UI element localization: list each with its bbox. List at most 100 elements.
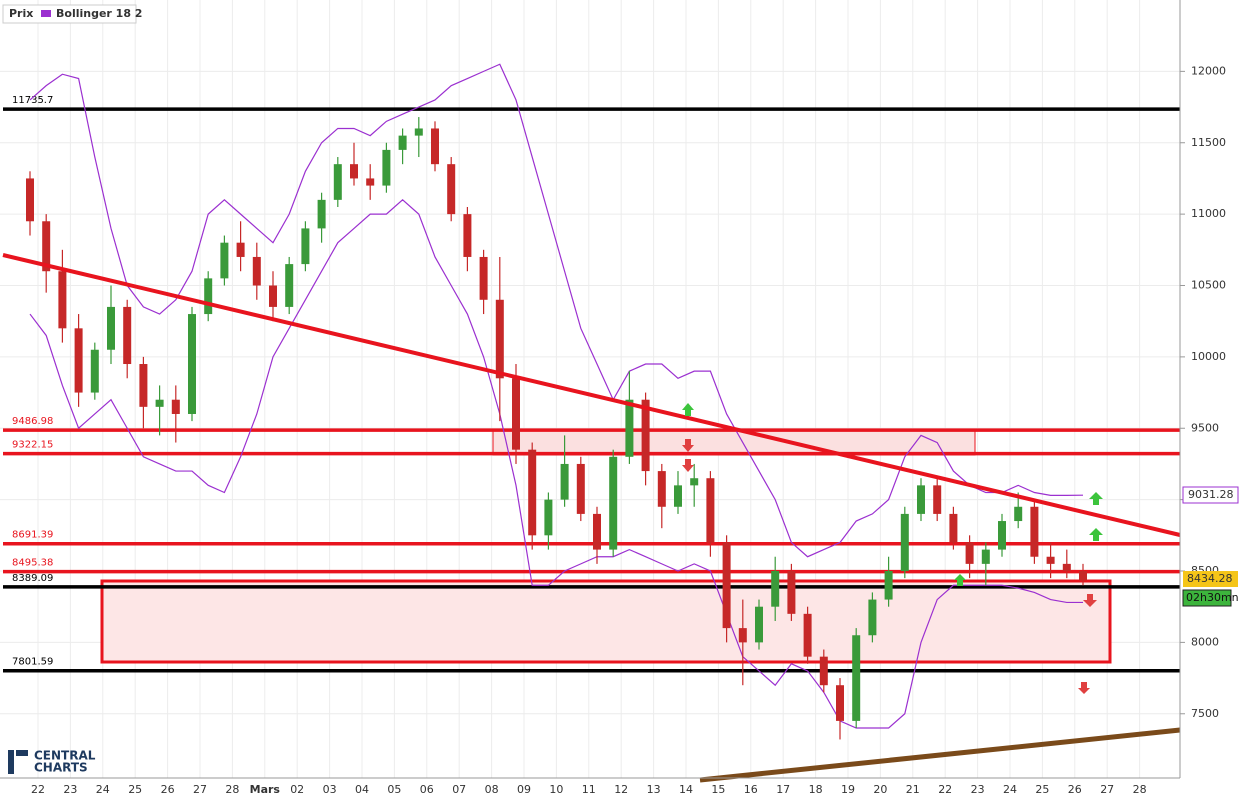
y-tick-label: 9500 xyxy=(1191,421,1219,434)
candle-body xyxy=(188,314,196,414)
candle-body xyxy=(836,685,844,721)
x-tick-label: 02 xyxy=(290,783,304,796)
arrow-down xyxy=(682,459,694,472)
price-tag xyxy=(1182,486,1239,504)
x-tick-label: 20 xyxy=(873,783,887,796)
candle-body xyxy=(803,613,812,657)
x-tick-label: 08 xyxy=(485,783,499,796)
candle-body xyxy=(593,513,601,550)
candle-body xyxy=(123,306,132,365)
candle-body xyxy=(26,178,34,222)
candle-body xyxy=(965,542,974,564)
level-label: 8691.39 xyxy=(12,530,53,541)
x-tick-label: 04 xyxy=(355,783,369,796)
zone xyxy=(100,579,1112,664)
candle-body xyxy=(690,478,699,486)
candle-body xyxy=(317,199,326,229)
arrow-up xyxy=(682,403,694,416)
level-label: 11735.7 xyxy=(12,95,53,106)
logo-mark xyxy=(8,750,14,774)
arrow-up xyxy=(954,574,966,586)
x-tick-label: 14 xyxy=(679,783,693,796)
candle-body xyxy=(576,463,585,514)
candle-body xyxy=(74,328,83,393)
candle-body xyxy=(560,463,569,500)
logo-text: CHARTS xyxy=(34,761,88,775)
candle-body xyxy=(819,656,828,686)
arrow-down xyxy=(682,439,694,452)
x-tick-label: 22 xyxy=(938,783,952,796)
y-tick-label: 12000 xyxy=(1191,64,1226,77)
x-tick-label: 19 xyxy=(841,783,855,796)
x-tick-label: 09 xyxy=(517,783,531,796)
candle-body xyxy=(706,478,715,543)
x-tick-label: 27 xyxy=(1100,783,1114,796)
legend-box xyxy=(2,4,137,24)
legend: Prix Bollinger 18 2 xyxy=(2,4,142,24)
x-tick-label: 10 xyxy=(549,783,563,796)
x-tick-label: 03 xyxy=(323,783,337,796)
candle-body xyxy=(58,271,67,329)
candle-body xyxy=(1030,506,1039,557)
candle-body xyxy=(722,542,731,629)
x-tick-label: 28 xyxy=(225,783,239,796)
bollinger xyxy=(29,63,1084,729)
candle-body xyxy=(350,164,358,179)
level-label: 8495.38 xyxy=(12,558,53,569)
candle-body xyxy=(771,571,780,607)
candle-body xyxy=(528,449,537,536)
candle-body xyxy=(139,364,148,407)
price-tag xyxy=(1183,571,1238,587)
x-tick-label: 24 xyxy=(96,783,110,796)
trend-line xyxy=(699,727,1181,783)
candle-body xyxy=(609,456,618,550)
candle-body xyxy=(852,635,861,721)
candle-body xyxy=(512,378,520,450)
last-price: 8434.28 xyxy=(1187,572,1233,585)
y-tick-label: 11000 xyxy=(1191,207,1226,220)
x-tick-label: 26 xyxy=(1068,783,1082,796)
level-label: 9486.98 xyxy=(12,416,53,427)
candle-body xyxy=(1046,556,1055,564)
level-label: 9322.15 xyxy=(12,440,53,451)
x-tick-label: 17 xyxy=(776,783,790,796)
x-tick-label: 18 xyxy=(809,783,823,796)
candle-body xyxy=(738,628,747,643)
candle-body xyxy=(674,485,682,507)
x-tick-label: 11 xyxy=(582,783,596,796)
x-tick-label: Mars xyxy=(250,783,281,796)
candle-body xyxy=(949,513,958,543)
candle-body xyxy=(204,278,213,315)
candle-body xyxy=(495,299,504,379)
candle-body xyxy=(366,178,375,186)
legend-item: Prix xyxy=(9,7,33,20)
x-tick-label: 05 xyxy=(387,783,401,796)
candle-body xyxy=(463,214,472,257)
bollinger-upper xyxy=(29,63,1084,558)
candle-body xyxy=(544,499,553,536)
candle-body xyxy=(884,571,893,600)
candle-body xyxy=(252,256,261,286)
arrows xyxy=(682,403,1103,694)
y-tick-label: 11500 xyxy=(1191,136,1226,149)
x-tick-label: 13 xyxy=(647,783,661,796)
arrow-up xyxy=(1089,492,1103,505)
arrow-down xyxy=(1078,682,1090,694)
x-tick-label: 21 xyxy=(906,783,920,796)
zone xyxy=(492,429,976,456)
arrow-down xyxy=(1083,594,1097,607)
y-tick-label: 10500 xyxy=(1191,279,1226,292)
candle-body xyxy=(301,228,310,265)
band-value: 9031.28 xyxy=(1188,488,1234,501)
x-tick-label: 23 xyxy=(63,783,77,796)
candle-body xyxy=(431,128,439,165)
legend-item: Bollinger 18 2 xyxy=(56,7,142,20)
timeframe-box xyxy=(1182,589,1232,607)
candle-body xyxy=(414,128,423,136)
candle-body xyxy=(755,606,763,643)
candle-body xyxy=(447,164,456,215)
candle-body xyxy=(1079,571,1087,581)
y-tick-label: 10000 xyxy=(1191,350,1226,363)
